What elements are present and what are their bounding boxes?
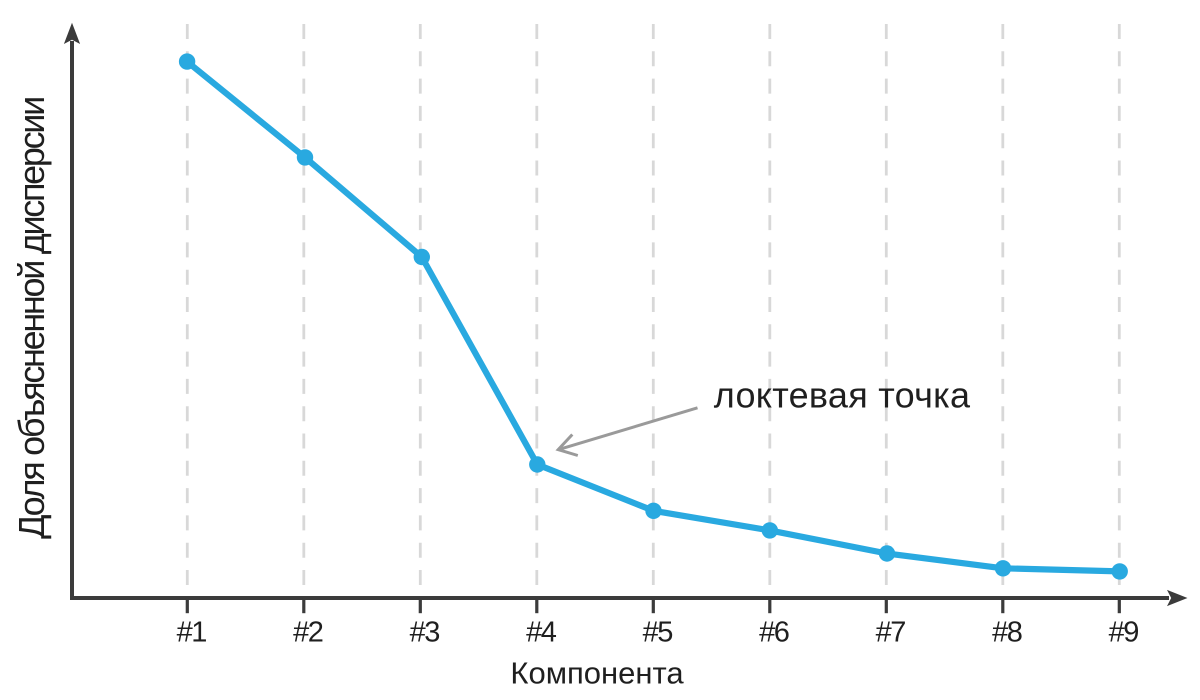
svg-text:#2: #2 (293, 617, 323, 649)
svg-text:#6: #6 (759, 617, 789, 649)
svg-text:#8: #8 (992, 617, 1022, 649)
svg-text:Компонента: Компонента (510, 656, 684, 691)
svg-text:#4: #4 (526, 617, 557, 649)
svg-text:#5: #5 (643, 617, 673, 649)
svg-text:#9: #9 (1109, 617, 1139, 649)
svg-text:#1: #1 (177, 617, 207, 649)
svg-text:#3: #3 (410, 617, 440, 649)
svg-text:локтевая точка: локтевая точка (714, 375, 971, 416)
svg-text:Доля объясненной дисперсии: Доля объясненной дисперсии (11, 98, 52, 539)
svg-text:#7: #7 (876, 617, 906, 649)
